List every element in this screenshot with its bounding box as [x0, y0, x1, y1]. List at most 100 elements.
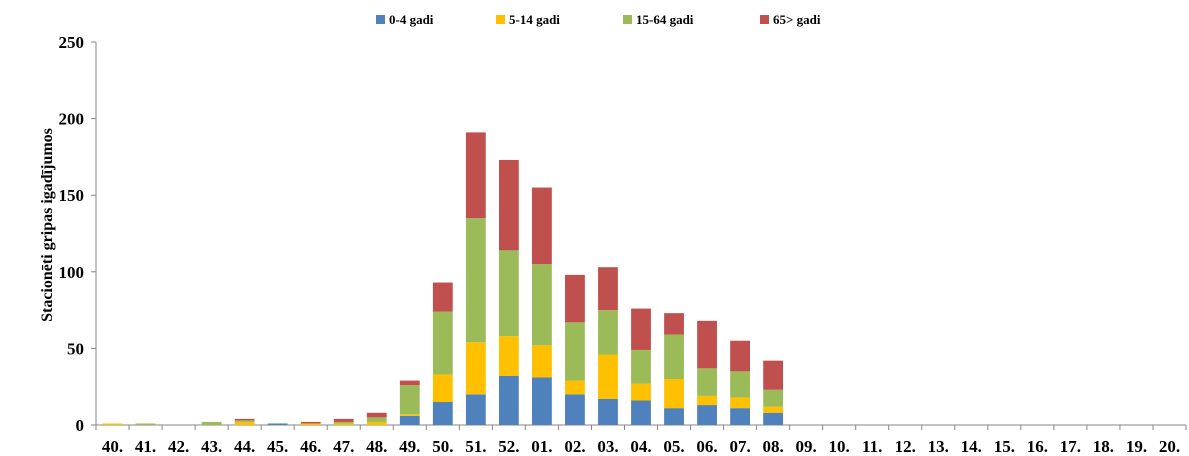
bar-segment — [730, 408, 750, 425]
bar-segment — [465, 218, 486, 343]
x-tick-label: 40. — [102, 437, 123, 456]
bar-segment — [565, 394, 585, 425]
bar-segment — [664, 379, 684, 409]
bar-segment — [565, 274, 585, 323]
legend-swatch — [760, 15, 769, 24]
x-tick-label: 45. — [267, 437, 288, 456]
legend: 0-4 gadi 5-14 gadi 15-64 gadi 65> gadi — [376, 12, 821, 27]
x-tick-label: 13. — [928, 437, 949, 456]
bar-segment — [664, 408, 684, 425]
bar-segment — [465, 132, 486, 219]
legend-label: 65> gadi — [773, 12, 821, 27]
bar-segment — [730, 340, 750, 372]
y-axis-ticks: 0 50 100 150 200 250 — [59, 33, 96, 435]
bar-segment — [498, 159, 519, 251]
x-tick-label: 19. — [1126, 437, 1147, 456]
bar-segment — [697, 405, 717, 425]
bar-segment — [565, 380, 585, 395]
bar-segment — [631, 383, 651, 401]
bar-segment — [565, 322, 585, 381]
x-tick-label: 50. — [432, 437, 453, 456]
x-tick-label: 07. — [729, 437, 750, 456]
bar-segment — [432, 374, 453, 403]
x-tick-label: 43. — [201, 437, 222, 456]
bar-segment — [234, 421, 255, 425]
bar-segment — [366, 412, 387, 418]
x-axis-ticks: 40. 41. 42. 43. 44. 45. 46. 47. 48. 49. 50. 51. 52. 0… — [95, 425, 1187, 456]
y-tick-label: 150 — [59, 186, 85, 205]
y-tick-label: 100 — [59, 263, 85, 282]
bar-segment — [267, 423, 288, 425]
x-tick-label: 51. — [465, 437, 486, 456]
bar-segment — [664, 313, 684, 335]
x-tick-label: 06. — [696, 437, 717, 456]
bar-segment — [697, 320, 717, 369]
bar-segment — [598, 398, 618, 425]
bar-segment — [234, 420, 255, 422]
bar-segment — [498, 336, 519, 376]
bar-segment — [432, 402, 453, 425]
y-axis-title: Stacionēti gripas igadījumos — [39, 128, 56, 322]
legend-label: 15-64 gadi — [636, 12, 694, 27]
x-tick-label: 10. — [829, 437, 850, 456]
bar-segment — [366, 417, 387, 422]
bar-segment — [730, 371, 750, 398]
bar-segment — [102, 423, 123, 425]
x-tick-label: 12. — [895, 437, 916, 456]
bar-segment — [135, 423, 156, 425]
x-tick-label: 14. — [961, 437, 982, 456]
y-tick-label: 250 — [59, 33, 85, 52]
bar-segment — [598, 267, 618, 311]
bar-segment — [697, 395, 717, 406]
legend-swatch — [623, 15, 632, 24]
x-tick-label: 42. — [168, 437, 189, 456]
x-tick-label: 16. — [1027, 437, 1048, 456]
bar-segment — [333, 418, 354, 422]
bar-segment — [366, 421, 387, 425]
bar-segment — [498, 250, 519, 337]
legend-swatch — [376, 15, 385, 24]
bar-segment — [763, 412, 784, 425]
x-tick-label: 09. — [796, 437, 817, 456]
bar-segment — [664, 334, 684, 380]
y-tick-label: 200 — [59, 110, 85, 129]
bar-segment — [432, 282, 453, 312]
bar-segment — [730, 397, 750, 409]
bar-segment — [631, 400, 651, 425]
x-tick-label: 49. — [399, 437, 420, 456]
x-tick-label: 01. — [531, 437, 552, 456]
bar-segment — [201, 421, 222, 425]
x-tick-label: 48. — [366, 437, 387, 456]
bar-segment — [598, 310, 618, 355]
bar-segment — [399, 385, 420, 415]
bar-segment — [300, 423, 321, 425]
bar-segment — [399, 414, 420, 416]
bar-segment — [763, 406, 784, 413]
y-tick-label: 0 — [76, 416, 85, 435]
x-tick-label: 05. — [663, 437, 684, 456]
bar-segment — [631, 308, 651, 350]
x-tick-label: 11. — [862, 437, 882, 456]
bar-segment — [399, 415, 420, 425]
x-tick-label: 04. — [630, 437, 651, 456]
bar-segment — [532, 345, 552, 378]
bars — [102, 132, 784, 425]
bar-segment — [763, 389, 784, 407]
bar-segment — [532, 377, 552, 425]
bar-segment — [532, 264, 552, 346]
bar-segment — [631, 349, 651, 384]
bar-segment — [697, 368, 717, 396]
legend-label: 0-4 gadi — [389, 12, 434, 27]
bar-segment — [333, 423, 354, 425]
x-tick-label: 44. — [234, 437, 255, 456]
x-tick-label: 47. — [333, 437, 354, 456]
x-tick-label: 02. — [564, 437, 585, 456]
x-tick-label: 20. — [1159, 437, 1180, 456]
x-tick-label: 46. — [300, 437, 321, 456]
bar-segment — [465, 394, 486, 425]
x-tick-label: 18. — [1093, 437, 1114, 456]
x-tick-label: 17. — [1060, 437, 1081, 456]
bar-segment — [598, 354, 618, 399]
x-tick-label: 03. — [597, 437, 618, 456]
